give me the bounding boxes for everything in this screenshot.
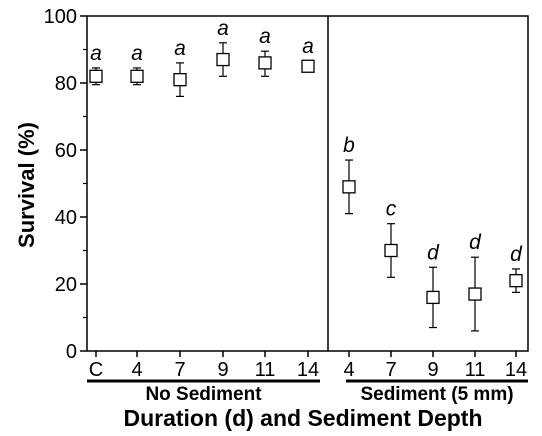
data-point: c	[384, 198, 398, 278]
point-marker	[89, 69, 103, 83]
x-tick-label: 7	[174, 359, 185, 381]
x-axis-title: Duration (d) and Sediment Depth	[123, 405, 482, 431]
significance-letter: b	[343, 134, 355, 157]
group-label: Sediment (5 mm)	[360, 384, 513, 405]
data-point: a	[216, 17, 230, 77]
significance-letter: a	[302, 35, 314, 58]
y-tick-label: 40	[55, 207, 77, 229]
y-tick-label: 20	[55, 274, 77, 296]
x-tick-label: 4	[131, 359, 142, 381]
significance-letter: c	[386, 198, 397, 221]
y-axis-title: Survival (%)	[14, 122, 39, 248]
significance-letter: a	[131, 42, 143, 65]
data-point: d	[468, 231, 482, 332]
significance-letter: a	[174, 37, 186, 60]
point-marker	[130, 69, 144, 83]
x-tick-label: 4	[343, 359, 354, 381]
significance-letter: d	[510, 243, 523, 266]
x-tick-label: 11	[465, 359, 486, 381]
y-axis: 0 20 40 60 80 100	[44, 6, 87, 363]
data-point: d	[509, 243, 523, 293]
x-tick-label: 14	[297, 359, 319, 381]
x-tick-label: 9	[427, 359, 438, 381]
y-tick-label: 100	[44, 6, 77, 28]
group-labels: No Sediment Sediment (5 mm)	[87, 379, 528, 405]
data-point: b	[342, 134, 356, 215]
data-point: a	[173, 37, 187, 98]
significance-letter: a	[90, 42, 102, 65]
y-tick-label: 80	[55, 73, 77, 95]
significance-letter: a	[259, 25, 271, 48]
point-marker	[173, 73, 187, 87]
significance-letter: a	[217, 17, 229, 40]
y-tick-label: 60	[55, 140, 77, 162]
x-tick-label: 9	[217, 359, 228, 381]
x-tick-label: C	[89, 359, 103, 381]
point-marker	[216, 52, 230, 67]
point-marker	[509, 273, 523, 288]
point-marker	[384, 243, 398, 258]
y-tick-label: 0	[66, 341, 77, 363]
x-tick-label: 7	[385, 359, 396, 381]
data-point: a	[301, 35, 315, 73]
point-marker	[426, 290, 440, 305]
data-point: d	[426, 241, 440, 329]
point-marker	[301, 59, 315, 73]
point-marker	[258, 56, 272, 70]
x-axis: C 4 7 9 11 14 4 7 9 11 14	[89, 351, 527, 381]
x-tick-label: 14	[505, 359, 527, 381]
data-point: a	[130, 42, 144, 86]
point-marker	[468, 287, 482, 301]
point-marker	[342, 180, 356, 194]
data-points: a a a a a a b c d d d	[89, 17, 523, 332]
group-label: No Sediment	[145, 384, 262, 405]
data-point: a	[89, 42, 103, 86]
data-point: a	[258, 25, 272, 77]
significance-letter: d	[427, 241, 440, 264]
x-tick-label: 11	[255, 359, 276, 381]
significance-letter: d	[469, 231, 482, 254]
